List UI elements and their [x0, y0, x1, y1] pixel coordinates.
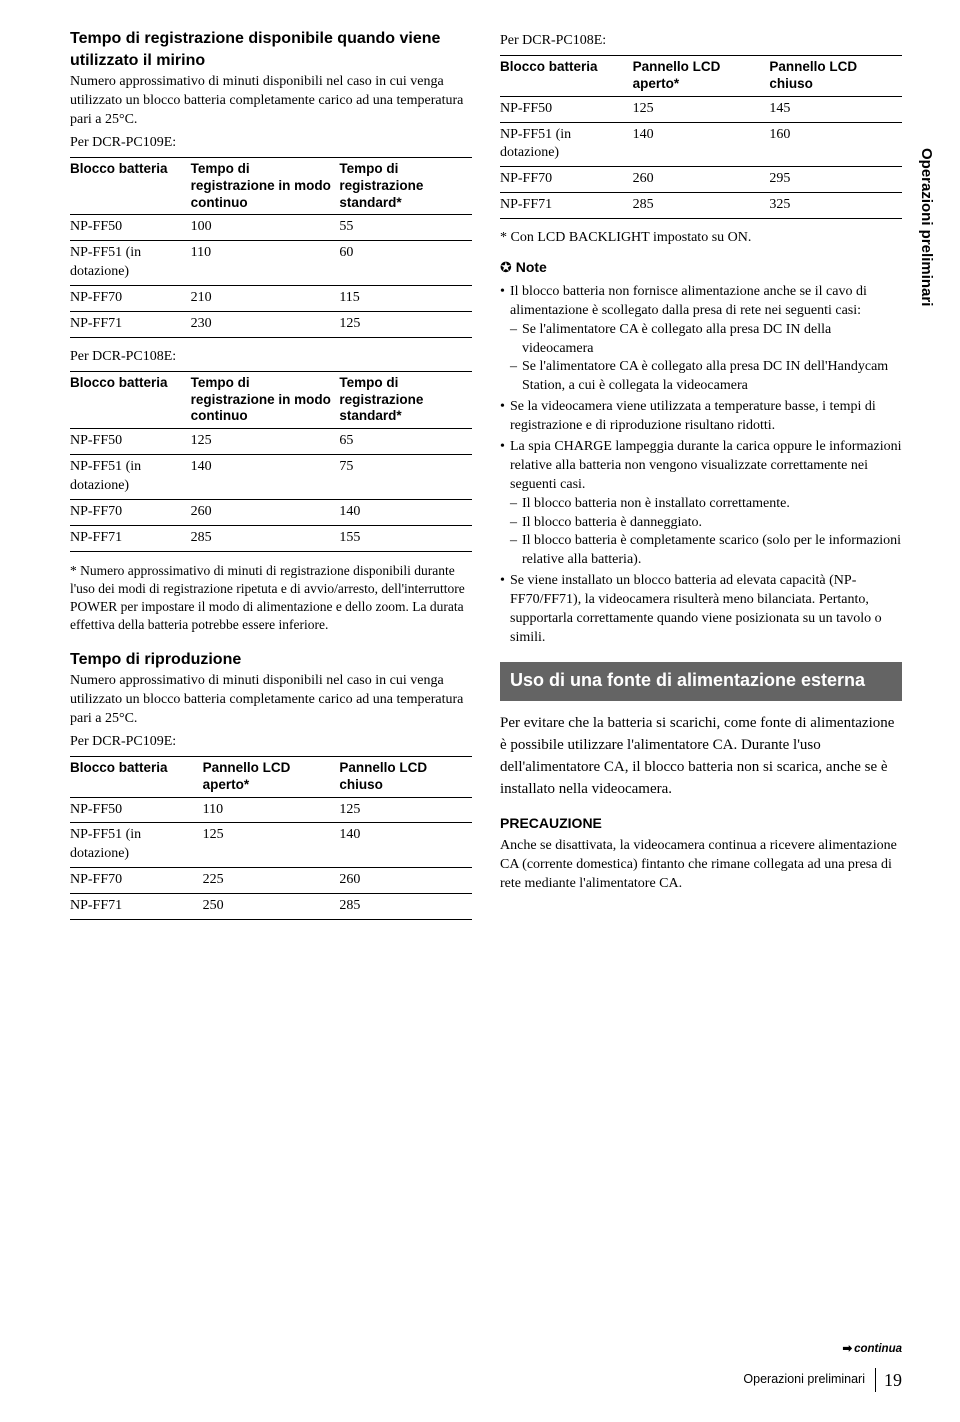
table-row: NP-FF71230125: [70, 311, 472, 337]
table-row: NP-FF51 (in dotazione)140160: [500, 122, 902, 167]
side-tab-label: Operazioni preliminari: [916, 148, 936, 306]
table-rec-109: Blocco batteria Tempo di registrazione i…: [70, 157, 472, 338]
table-row: NP-FF51 (in dotazione)14075: [70, 455, 472, 500]
continua-label: continua: [842, 1342, 902, 1358]
precauzione-label: PRECAUZIONE: [500, 814, 902, 833]
table-rec-108: Blocco batteria Tempo di registrazione i…: [70, 371, 472, 552]
table-row: NP-FF51 (in dotazione)125140: [70, 823, 472, 868]
section-heading: Uso di una fonte di alimentazione estern…: [500, 662, 902, 702]
rec-footnote: * Numero approssimativo di minuti di reg…: [70, 562, 472, 635]
precauzione-body: Anche se disattivata, la videocamera con…: [500, 837, 902, 894]
per-108-right: Per DCR-PC108E:: [500, 32, 902, 51]
table-row: NP-FF50125145: [500, 96, 902, 122]
table-row: NP-FF71285325: [500, 193, 902, 219]
note-item: Se viene installato un blocco batteria a…: [500, 572, 902, 648]
per-109: Per DCR-PC109E:: [70, 134, 472, 153]
play-footnote: * Con LCD BACKLIGHT impostato su ON.: [500, 229, 902, 248]
note-item: La spia CHARGE lampeggia durante la cari…: [500, 438, 902, 570]
table-play-109: Blocco batteria Pannello LCD aperto* Pan…: [70, 756, 472, 920]
table-row: NP-FF5012565: [70, 429, 472, 455]
note-icon: ✪: [500, 261, 512, 276]
table-row: NP-FF70225260: [70, 868, 472, 894]
play-intro: Numero approssimativo di minuti disponib…: [70, 672, 472, 729]
table-play-108: Blocco batteria Pannello LCD aperto* Pan…: [500, 55, 902, 219]
note-item: Se la videocamera viene utilizzata a tem…: [500, 398, 902, 436]
notes-list: Il blocco batteria non fornisce alimenta…: [500, 283, 902, 648]
left-column: Tempo di registrazione disponibile quand…: [70, 28, 472, 930]
table-row: NP-FF70260295: [500, 167, 902, 193]
right-column: Per DCR-PC108E: Blocco batteria Pannello…: [500, 28, 902, 930]
footer-label: Operazioni preliminari: [743, 1371, 865, 1388]
page-number: 19: [875, 1368, 902, 1392]
table-row: NP-FF71285155: [70, 525, 472, 551]
table-row: NP-FF51 (in dotazione)11060: [70, 241, 472, 286]
table-row: NP-FF5010055: [70, 215, 472, 241]
note-item: Il blocco batteria non fornisce alimenta…: [500, 283, 902, 396]
table-row: NP-FF50110125: [70, 797, 472, 823]
footer: Operazioni preliminari 19: [743, 1368, 902, 1392]
table-row: NP-FF70260140: [70, 500, 472, 526]
play-title: Tempo di riproduzione: [70, 649, 472, 671]
per-109-play: Per DCR-PC109E:: [70, 733, 472, 752]
section-body: Per evitare che la batteria si scarichi,…: [500, 713, 902, 800]
note-heading: ✪Note: [500, 258, 902, 279]
per-108-left: Per DCR-PC108E:: [70, 348, 472, 367]
rec-intro: Numero approssimativo di minuti disponib…: [70, 73, 472, 130]
rec-title: Tempo di registrazione disponibile quand…: [70, 28, 472, 71]
table-row: NP-FF70210115: [70, 286, 472, 312]
table-row: NP-FF71250285: [70, 894, 472, 920]
